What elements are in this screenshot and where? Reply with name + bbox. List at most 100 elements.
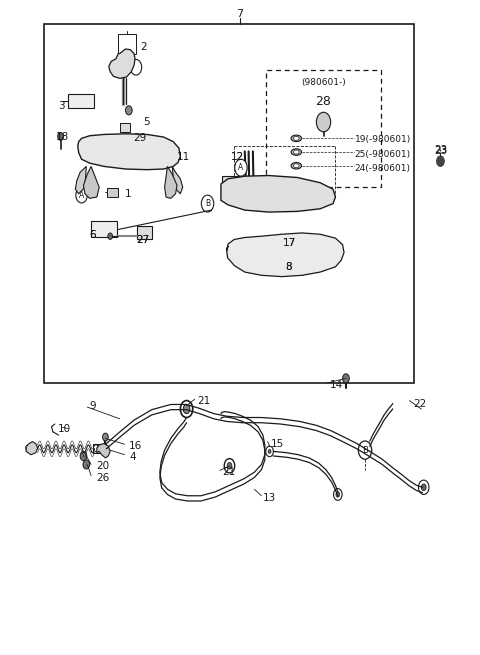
Circle shape (227, 462, 232, 469)
Text: 8: 8 (285, 263, 292, 272)
Circle shape (293, 189, 301, 199)
Polygon shape (165, 166, 177, 198)
Text: 17: 17 (283, 238, 296, 248)
Ellipse shape (291, 135, 301, 141)
Polygon shape (109, 49, 135, 79)
Text: 2: 2 (140, 42, 146, 52)
Circle shape (76, 187, 87, 203)
Polygon shape (26, 441, 37, 455)
Bar (44, 24, 414, 383)
Text: B: B (362, 445, 368, 455)
Text: 5: 5 (144, 117, 150, 127)
Text: 20: 20 (96, 461, 109, 472)
Bar (91, 221, 117, 238)
Text: 10: 10 (58, 424, 71, 434)
Polygon shape (172, 166, 183, 194)
Ellipse shape (293, 164, 299, 168)
Ellipse shape (293, 150, 299, 154)
Circle shape (268, 449, 271, 453)
Text: 24(-980601): 24(-980601) (355, 164, 410, 173)
Bar (68, 94, 95, 108)
Bar (137, 227, 152, 240)
Bar (266, 70, 381, 187)
Circle shape (108, 233, 113, 240)
Bar (118, 34, 136, 54)
Bar (108, 188, 118, 197)
Text: 12: 12 (230, 151, 244, 162)
Text: 18: 18 (56, 132, 70, 142)
Circle shape (266, 446, 274, 457)
Text: 25(-980601): 25(-980601) (355, 149, 411, 159)
Circle shape (235, 159, 247, 176)
Text: (980601-): (980601-) (301, 79, 346, 87)
Circle shape (58, 132, 63, 140)
Text: 8: 8 (285, 263, 292, 272)
Circle shape (83, 460, 90, 469)
Polygon shape (97, 443, 110, 458)
Circle shape (80, 451, 87, 460)
Bar (116, 144, 144, 149)
Text: 14: 14 (330, 380, 343, 390)
Text: 16: 16 (129, 441, 143, 451)
Bar (264, 238, 271, 243)
Text: 6: 6 (90, 230, 96, 240)
Circle shape (419, 480, 429, 495)
Circle shape (125, 105, 132, 115)
Circle shape (334, 489, 342, 500)
Ellipse shape (291, 149, 301, 155)
Circle shape (359, 441, 372, 459)
Text: 19(-980601): 19(-980601) (355, 135, 411, 144)
Text: A: A (79, 191, 84, 200)
Ellipse shape (293, 136, 299, 140)
Circle shape (316, 191, 324, 203)
Text: 21: 21 (222, 467, 235, 477)
Circle shape (336, 492, 340, 497)
Circle shape (343, 374, 349, 383)
Text: 12: 12 (230, 151, 244, 162)
Text: B: B (205, 199, 210, 208)
Polygon shape (84, 166, 99, 198)
Circle shape (308, 189, 315, 199)
Polygon shape (221, 176, 336, 212)
Text: 23: 23 (434, 147, 447, 157)
Circle shape (279, 189, 287, 199)
Bar (107, 139, 154, 145)
Circle shape (316, 112, 331, 132)
Circle shape (103, 433, 108, 441)
Text: 15: 15 (271, 439, 284, 449)
Text: 6: 6 (90, 230, 96, 240)
Text: 11: 11 (177, 151, 190, 162)
Text: 29: 29 (133, 134, 146, 143)
Text: 4: 4 (129, 452, 136, 462)
Polygon shape (78, 134, 180, 170)
Text: A: A (239, 163, 243, 172)
Circle shape (130, 60, 142, 75)
Circle shape (26, 445, 31, 451)
Circle shape (265, 189, 273, 199)
Ellipse shape (291, 162, 301, 169)
Circle shape (183, 404, 190, 413)
Polygon shape (227, 233, 344, 276)
Circle shape (180, 401, 193, 417)
Bar (93, 443, 107, 453)
Text: 23: 23 (434, 145, 447, 155)
Text: 28: 28 (315, 95, 332, 107)
Text: 9: 9 (90, 401, 96, 411)
Text: 17: 17 (283, 238, 296, 248)
Bar (222, 176, 240, 189)
Circle shape (201, 195, 214, 212)
Text: 26: 26 (96, 472, 109, 483)
Text: 27: 27 (136, 235, 150, 245)
Circle shape (224, 458, 235, 473)
Text: 27: 27 (136, 235, 150, 245)
Text: 7: 7 (237, 9, 243, 20)
Circle shape (94, 445, 98, 451)
Text: 3: 3 (58, 101, 64, 111)
Circle shape (421, 484, 426, 491)
Polygon shape (75, 166, 86, 194)
Text: 1: 1 (124, 189, 131, 199)
Text: 22: 22 (413, 399, 426, 409)
Bar (245, 240, 297, 265)
Text: 13: 13 (263, 493, 276, 504)
Bar (120, 123, 130, 132)
